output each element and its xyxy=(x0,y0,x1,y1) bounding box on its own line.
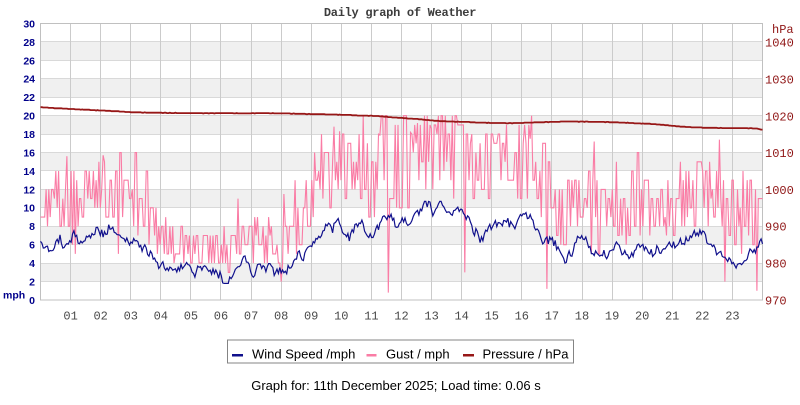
svg-text:4: 4 xyxy=(29,258,35,270)
svg-text:19: 19 xyxy=(605,310,619,324)
svg-text:2: 2 xyxy=(29,277,35,289)
svg-text:08: 08 xyxy=(274,310,288,324)
svg-text:06: 06 xyxy=(214,310,228,324)
svg-text:03: 03 xyxy=(124,310,138,324)
svg-text:15: 15 xyxy=(485,310,499,324)
svg-text:10: 10 xyxy=(23,203,35,215)
svg-text:970: 970 xyxy=(765,294,787,308)
svg-text:18: 18 xyxy=(575,310,589,324)
svg-text:12: 12 xyxy=(23,184,35,196)
svg-text:12: 12 xyxy=(394,310,408,324)
svg-text:14: 14 xyxy=(454,310,468,324)
svg-text:1030: 1030 xyxy=(765,74,794,88)
svg-text:Gust / mph: Gust / mph xyxy=(386,347,450,362)
svg-text:21: 21 xyxy=(665,310,679,324)
svg-text:09: 09 xyxy=(304,310,318,324)
svg-text:26: 26 xyxy=(23,55,35,67)
svg-text:16: 16 xyxy=(23,147,35,159)
svg-text:04: 04 xyxy=(154,310,168,324)
svg-text:1040: 1040 xyxy=(765,37,794,51)
svg-text:11: 11 xyxy=(364,310,378,324)
svg-text:990: 990 xyxy=(765,221,787,235)
svg-text:24: 24 xyxy=(23,74,35,86)
svg-text:01: 01 xyxy=(63,310,77,324)
svg-text:28: 28 xyxy=(23,37,35,49)
svg-text:05: 05 xyxy=(184,310,198,324)
svg-text:20: 20 xyxy=(23,111,35,123)
svg-text:hPa: hPa xyxy=(772,23,794,37)
svg-text:980: 980 xyxy=(765,258,787,272)
svg-text:6: 6 xyxy=(29,240,35,252)
svg-text:17: 17 xyxy=(545,310,559,324)
svg-text:14: 14 xyxy=(23,166,35,178)
svg-text:13: 13 xyxy=(424,310,438,324)
svg-text:1000: 1000 xyxy=(765,184,794,198)
svg-text:Graph for: 11th December 2025;: Graph for: 11th December 2025; Load time… xyxy=(251,378,541,393)
svg-text:10: 10 xyxy=(334,310,348,324)
svg-text:0: 0 xyxy=(29,295,35,307)
svg-text:Daily graph of Weather: Daily graph of Weather xyxy=(324,6,476,20)
svg-text:20: 20 xyxy=(635,310,649,324)
svg-text:Wind Speed /mph: Wind Speed /mph xyxy=(252,347,355,362)
svg-text:1020: 1020 xyxy=(765,110,794,124)
svg-text:mph: mph xyxy=(3,290,25,302)
svg-text:22: 22 xyxy=(695,310,709,324)
svg-text:Pressure / hPa: Pressure / hPa xyxy=(483,347,570,362)
svg-text:22: 22 xyxy=(23,92,35,104)
svg-text:30: 30 xyxy=(23,18,35,30)
svg-text:07: 07 xyxy=(244,310,258,324)
svg-text:1010: 1010 xyxy=(765,147,794,161)
svg-text:8: 8 xyxy=(29,221,35,233)
svg-text:23: 23 xyxy=(725,310,739,324)
svg-text:18: 18 xyxy=(23,129,35,141)
svg-text:16: 16 xyxy=(515,310,529,324)
svg-text:02: 02 xyxy=(93,310,107,324)
